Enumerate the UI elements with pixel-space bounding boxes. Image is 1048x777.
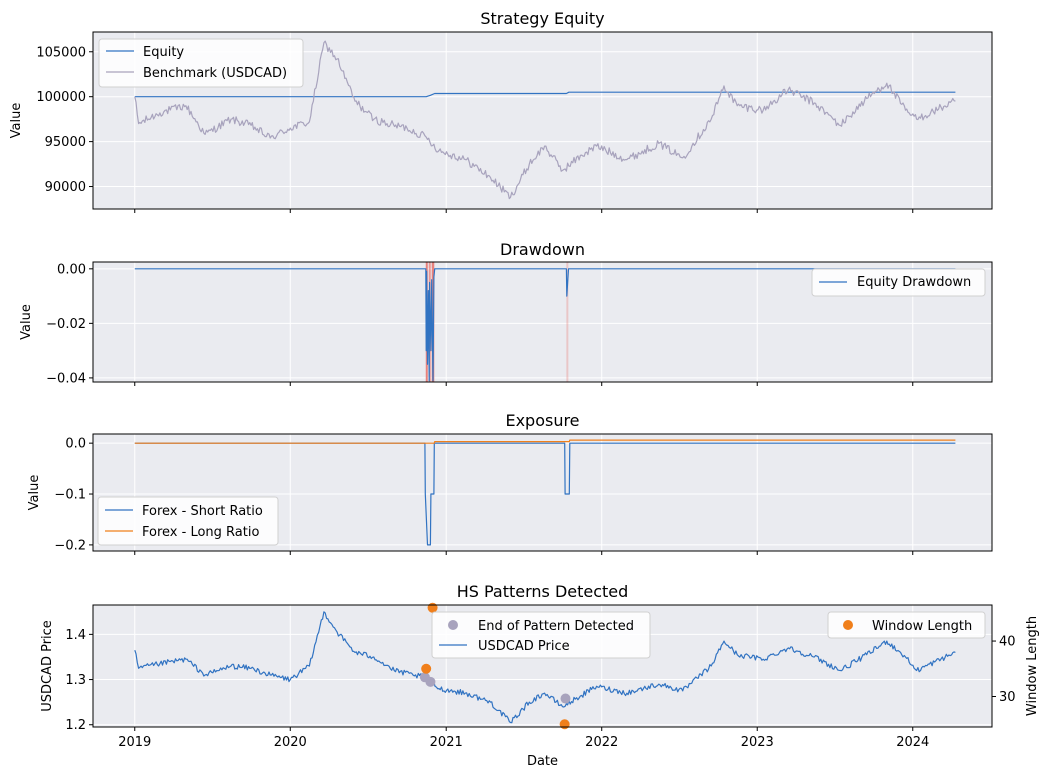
legend-swatch-window-length xyxy=(843,620,853,630)
drawdown-highlight-span xyxy=(566,262,569,382)
series-line xyxy=(134,611,956,724)
legend-label-benchmark: Benchmark (USDCAD) xyxy=(143,66,287,81)
y-tick-label: −0.02 xyxy=(46,317,86,332)
legend-box xyxy=(97,496,279,546)
legend-label-usdcad: USDCAD Price xyxy=(478,639,570,654)
plot-frame xyxy=(92,433,993,552)
legend: Equity Drawdown xyxy=(811,268,986,297)
legend-label-window-length: Window Length xyxy=(872,619,972,634)
series-line xyxy=(134,439,956,444)
chart-title: Drawdown xyxy=(500,240,585,259)
panel-strategy-equity: 90000 95000 100000 105000 Strategy Equity V… xyxy=(9,9,993,213)
y2-tick-label: 30 xyxy=(999,690,1016,705)
series-line xyxy=(134,40,956,200)
legend-left: End of Pattern Detected USDCAD Price xyxy=(431,611,651,659)
y-axis-label: Value xyxy=(19,304,34,340)
series-layer xyxy=(134,439,956,546)
x-axis-label: Date xyxy=(527,754,558,769)
x-ticks xyxy=(134,382,914,386)
scatter-point xyxy=(421,663,432,674)
x-tick-label: 2023 xyxy=(741,735,774,750)
series-line xyxy=(134,91,956,98)
legend-box xyxy=(827,611,986,639)
y-tick-label: −0.1 xyxy=(54,488,86,503)
plot-frame xyxy=(92,261,993,383)
legend-label-equity: Equity xyxy=(143,45,184,60)
y-tick-label: 100000 xyxy=(36,90,86,105)
y2-ticks: 30 40 xyxy=(992,635,1016,705)
y-tick-label: −0.04 xyxy=(46,371,86,386)
scatter-point xyxy=(427,602,438,613)
y-tick-label: 1.3 xyxy=(65,673,86,688)
y-axis-label: USDCAD Price xyxy=(40,620,55,712)
y-axis-label: Value xyxy=(9,103,24,139)
y2-tick-label: 40 xyxy=(999,635,1016,650)
y-ticks: −0.04 −0.02 0.00 xyxy=(46,262,93,386)
scatter-point xyxy=(560,693,571,704)
x-ticks xyxy=(134,551,914,555)
y-axis-label: Value xyxy=(27,475,42,511)
legend-box xyxy=(811,268,986,297)
y-tick-label: 1.2 xyxy=(65,718,86,733)
panel-drawdown: −0.04 −0.02 0.00 Drawdown Value Equity Dra… xyxy=(19,240,993,386)
x-tick-label: 2022 xyxy=(585,735,618,750)
y-tick-label: 1.4 xyxy=(65,628,86,643)
legend-label-short: Forex - Short Ratio xyxy=(142,504,263,519)
x-ticks: 2019 2020 2021 2022 2023 2024 xyxy=(118,727,929,750)
panel-exposure: −0.2 −0.1 0.0 Exposure Value Forex - Short… xyxy=(27,411,993,555)
y-tick-label: 0.00 xyxy=(57,262,86,277)
x-tick-label: 2024 xyxy=(896,735,929,750)
x-tick-label: 2020 xyxy=(274,735,307,750)
y-tick-label: 105000 xyxy=(36,45,86,60)
x-tick-label: 2021 xyxy=(430,735,463,750)
legend-label-drawdown: Equity Drawdown xyxy=(857,275,971,290)
legend: Equity Benchmark (USDCAD) xyxy=(98,38,304,88)
legend-box xyxy=(98,38,304,88)
x-tick-label: 2019 xyxy=(118,735,151,750)
x-ticks xyxy=(134,209,914,213)
y-tick-label: −0.2 xyxy=(54,538,86,553)
series-line xyxy=(134,442,956,546)
scatter-point xyxy=(559,719,570,730)
legend-swatch-end-pattern xyxy=(448,620,458,630)
y2-axis-label: Window Length xyxy=(1025,616,1040,716)
y-tick-label: 90000 xyxy=(45,180,86,195)
series-line xyxy=(134,268,956,382)
y-ticks: −0.2 −0.1 0.0 xyxy=(54,437,93,553)
series-layer xyxy=(134,40,956,200)
legend-label-long: Forex - Long Ratio xyxy=(142,525,259,540)
legend-label-end-pattern: End of Pattern Detected xyxy=(478,619,634,634)
y-ticks: 90000 95000 100000 105000 xyxy=(36,45,93,195)
y-tick-label: 0.0 xyxy=(65,437,86,452)
scatter-point xyxy=(425,676,436,687)
series-layer xyxy=(134,268,956,382)
plot-frame xyxy=(92,604,993,728)
chart-title: Exposure xyxy=(505,411,579,430)
chart-title: Strategy Equity xyxy=(480,9,604,28)
legend: Forex - Short Ratio Forex - Long Ratio xyxy=(97,496,279,546)
legend-box xyxy=(431,611,651,659)
legend-right: Window Length xyxy=(827,611,986,639)
y-ticks: 1.2 1.3 1.4 xyxy=(65,628,93,733)
chart-title: HS Patterns Detected xyxy=(457,582,629,601)
y-tick-label: 95000 xyxy=(45,135,86,150)
plot-frame xyxy=(92,31,993,210)
